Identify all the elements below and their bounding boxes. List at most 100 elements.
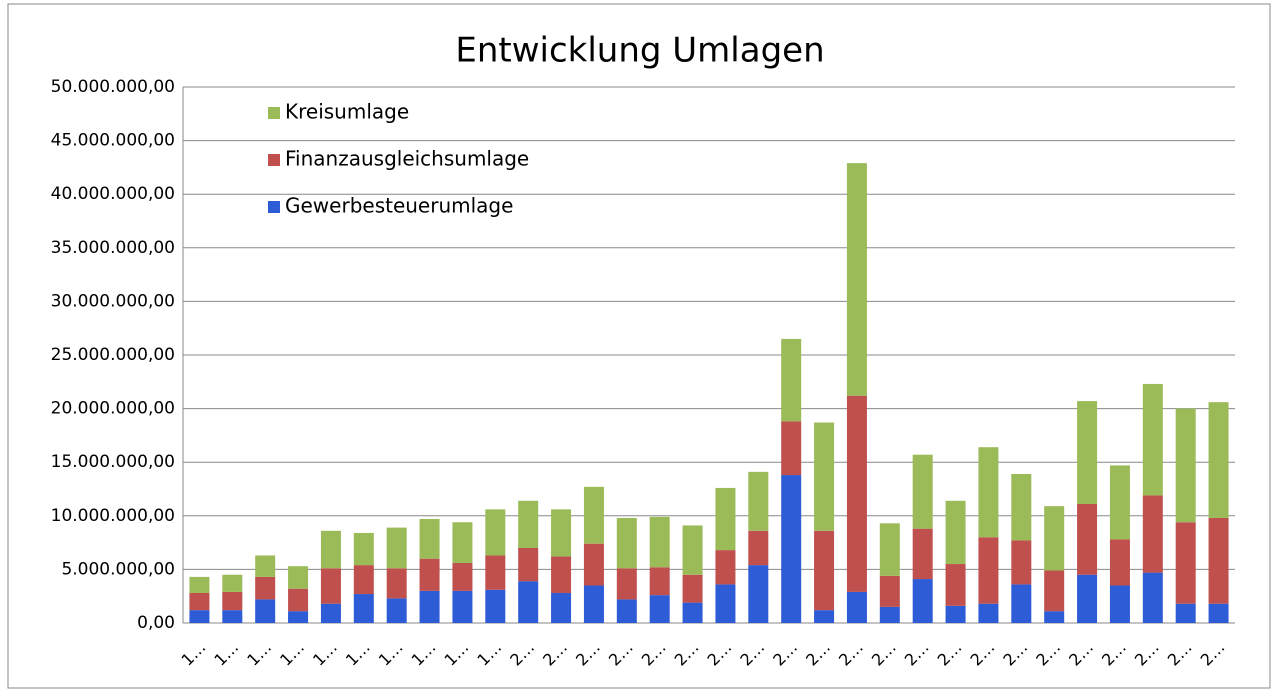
bar-segment bbox=[879, 523, 900, 576]
bar-segment bbox=[222, 610, 243, 623]
y-tick-label: 10.000.000,00 bbox=[51, 506, 175, 526]
bar-segment bbox=[1208, 603, 1229, 623]
bar-segment bbox=[288, 611, 309, 623]
bar-segment bbox=[288, 566, 309, 589]
bar-segment bbox=[945, 564, 966, 606]
y-tick-label: 50.000.000,00 bbox=[51, 77, 175, 97]
bar-segment bbox=[452, 590, 473, 623]
bar-segment bbox=[353, 565, 374, 595]
bar-segment bbox=[320, 530, 341, 569]
bar-segment bbox=[1011, 584, 1032, 623]
bar-segment bbox=[616, 517, 637, 569]
bar-segment bbox=[715, 550, 736, 585]
bar-segment bbox=[255, 555, 276, 577]
bar-segment bbox=[846, 163, 867, 396]
y-tick-label: 0,00 bbox=[137, 613, 175, 633]
bar-segment bbox=[189, 592, 210, 611]
bar-segment bbox=[551, 509, 572, 557]
bar-segment bbox=[419, 590, 440, 623]
bar-segment bbox=[682, 602, 703, 623]
bar-segment bbox=[879, 606, 900, 623]
bar-segment bbox=[452, 562, 473, 591]
bar-segment bbox=[649, 516, 670, 568]
bar-segment bbox=[1044, 570, 1065, 612]
legend-swatch bbox=[268, 107, 280, 119]
bar-segment bbox=[1044, 611, 1065, 623]
bar-segment bbox=[288, 588, 309, 612]
bar-segment bbox=[1011, 540, 1032, 585]
bar-segment bbox=[649, 567, 670, 596]
legend-swatch bbox=[268, 201, 280, 213]
bar-segment bbox=[1142, 572, 1163, 623]
legend-swatch bbox=[268, 154, 280, 166]
bar-segment bbox=[485, 555, 506, 590]
bar-segment bbox=[846, 591, 867, 623]
bar-segment bbox=[945, 500, 966, 565]
bar-segment bbox=[748, 471, 769, 531]
bar-segment bbox=[1175, 603, 1196, 623]
bar-segment bbox=[616, 599, 637, 623]
bar-segment bbox=[518, 500, 539, 548]
bar-segment bbox=[912, 579, 933, 623]
bar-segment bbox=[583, 543, 604, 586]
bar-segment bbox=[682, 525, 703, 575]
bar-segment bbox=[485, 589, 506, 623]
bar-segment bbox=[222, 574, 243, 592]
bar-segment bbox=[518, 581, 539, 623]
legend-label: Finanzausgleichsumlage bbox=[285, 147, 529, 171]
bar-segment bbox=[583, 585, 604, 623]
bar-segment bbox=[846, 395, 867, 592]
bar-segment bbox=[912, 454, 933, 529]
bar-segment bbox=[748, 565, 769, 623]
bar-segment bbox=[1175, 522, 1196, 604]
bar-segment bbox=[1208, 517, 1229, 604]
bar-segment bbox=[1011, 473, 1032, 541]
y-tick-label: 5.000.000,00 bbox=[61, 559, 175, 579]
bar-segment bbox=[715, 584, 736, 623]
bar-segment bbox=[945, 605, 966, 623]
bar-segment bbox=[781, 338, 802, 422]
bar-segment bbox=[255, 576, 276, 600]
bar-segment bbox=[616, 568, 637, 600]
y-tick-label: 20.000.000,00 bbox=[51, 399, 175, 419]
bar-segment bbox=[1044, 506, 1065, 571]
bar-segment bbox=[1109, 465, 1130, 540]
bar-segment bbox=[1077, 504, 1098, 575]
bar-segment bbox=[649, 595, 670, 623]
bar-segment bbox=[748, 530, 769, 566]
bar-segment bbox=[419, 558, 440, 591]
bar-segment bbox=[814, 422, 835, 531]
y-tick-label: 40.000.000,00 bbox=[51, 184, 175, 204]
chart-title: Entwicklung Umlagen bbox=[455, 31, 824, 71]
bar-segment bbox=[978, 447, 999, 538]
bar-segment bbox=[1077, 401, 1098, 505]
bar-segment bbox=[1077, 574, 1098, 623]
bar-segment bbox=[814, 610, 835, 623]
bar-segment bbox=[715, 487, 736, 551]
legend-label: Gewerbesteuerumlage bbox=[285, 194, 513, 218]
bar-segment bbox=[353, 594, 374, 623]
bar-segment bbox=[551, 592, 572, 623]
bar-segment bbox=[583, 486, 604, 544]
bar-segment bbox=[189, 576, 210, 593]
bar-segment bbox=[781, 475, 802, 623]
bar-segment bbox=[879, 575, 900, 607]
bar-segment bbox=[386, 568, 407, 599]
bar-segment bbox=[189, 610, 210, 623]
bar-segment bbox=[386, 598, 407, 623]
bar-segment bbox=[1142, 495, 1163, 573]
bar-segment bbox=[320, 568, 341, 604]
bar-segment bbox=[353, 532, 374, 566]
bar-segment bbox=[814, 530, 835, 611]
bar-segment bbox=[1142, 383, 1163, 496]
y-tick-label: 30.000.000,00 bbox=[51, 291, 175, 311]
bar-segment bbox=[452, 522, 473, 563]
legend-label: Kreisumlage bbox=[285, 100, 409, 124]
bar-segment bbox=[1109, 539, 1130, 586]
bar-segment bbox=[485, 509, 506, 556]
y-tick-label: 35.000.000,00 bbox=[51, 238, 175, 258]
bar-segment bbox=[1208, 402, 1229, 518]
bar-segment bbox=[1109, 585, 1130, 623]
bar-segment bbox=[518, 547, 539, 582]
